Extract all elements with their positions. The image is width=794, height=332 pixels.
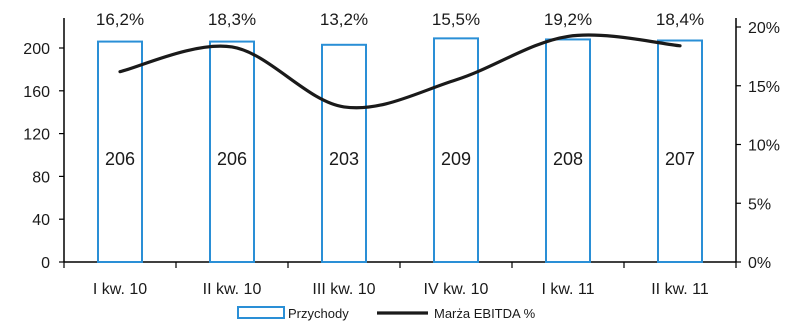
y-right-tick-label: 10% [748,138,780,155]
bar-value-label: 206 [217,149,247,169]
bar-przychody [545,38,591,263]
bar-przychody [321,43,367,264]
legend-label-marza: Marża EBITDA % [434,306,536,321]
bar-value-label: 206 [105,149,135,169]
margin-value-label: 13,2% [320,10,368,29]
bar-value-label: 207 [665,149,695,169]
margin-value-label: 16,2% [96,10,144,29]
bar-value-label: 203 [329,149,359,169]
y-right-tick-label: 0% [748,255,771,272]
y-left-tick-label: 200 [23,41,50,58]
y-left-tick-label: 160 [23,84,50,101]
y-left-tick-label: 40 [32,212,50,229]
y-left-tick-label: 0 [41,255,50,272]
y-right-tick-label: 20% [748,20,780,37]
bar-value-label: 209 [441,149,471,169]
y-right-tick-label: 15% [748,79,780,96]
margin-value-label: 18,3% [208,10,256,29]
x-category-label: III kw. 10 [312,281,375,298]
margin-value-label: 15,5% [432,10,480,29]
x-category-label: I kw. 10 [93,281,147,298]
y-right-tick-label: 5% [748,196,771,213]
bar-przychody [209,40,255,263]
line-marza-ebitda [118,33,682,110]
y-left-tick-label: 120 [23,127,50,144]
legend-label-przychody: Przychody [288,306,349,321]
x-category-label: I kw. 11 [541,281,594,298]
bar-przychody [97,40,143,263]
x-category-label: II kw. 10 [203,281,262,298]
y-left-tick-label: 80 [32,169,50,186]
bar-przychody [657,39,703,264]
legend-swatch-przychody [237,306,285,319]
x-category-label: II kw. 11 [651,281,709,298]
margin-value-label: 19,2% [544,10,592,29]
margin-value-label: 18,4% [656,10,704,29]
x-category-label: IV kw. 10 [424,281,489,298]
bar-value-label: 208 [553,149,583,169]
